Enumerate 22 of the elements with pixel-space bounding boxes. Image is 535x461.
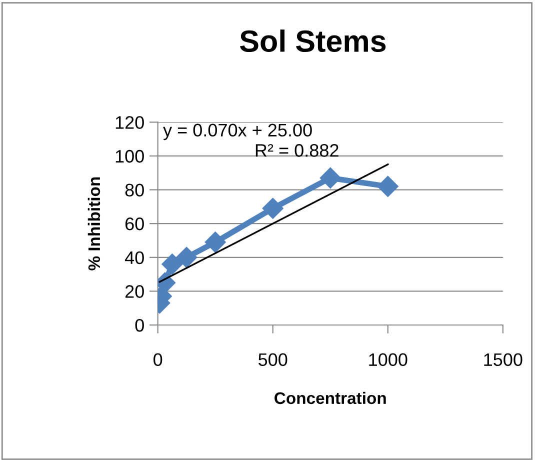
point [176, 246, 198, 268]
point [377, 176, 398, 197]
chart-title: Sol Stems [240, 30, 386, 52]
point [162, 254, 183, 275]
point [320, 167, 341, 188]
y-tick-label: 80 [125, 184, 144, 196]
annotation: y = 0.070x + 25.00 [163, 124, 312, 140]
y-tick-label: 40 [124, 251, 144, 264]
x-tick-label: 1000 [369, 353, 408, 366]
y-tick-label: 100 [116, 150, 144, 163]
y-axis-title: % Inhibition [88, 177, 100, 270]
point [204, 232, 226, 253]
x-axis-title: Concentration [274, 392, 386, 404]
y-tick-label: 120 [116, 116, 144, 129]
y-tick-label: 60 [125, 218, 144, 230]
x-tick-label: 1500 [484, 353, 522, 366]
x-tick-label: 0 [154, 353, 162, 366]
point [262, 198, 284, 219]
y-tick-label: 20 [125, 285, 144, 298]
annotation: R² = 0.882 [256, 144, 338, 157]
y-tick-label: 0 [135, 318, 144, 332]
x-tick-label: 500 [258, 353, 288, 366]
